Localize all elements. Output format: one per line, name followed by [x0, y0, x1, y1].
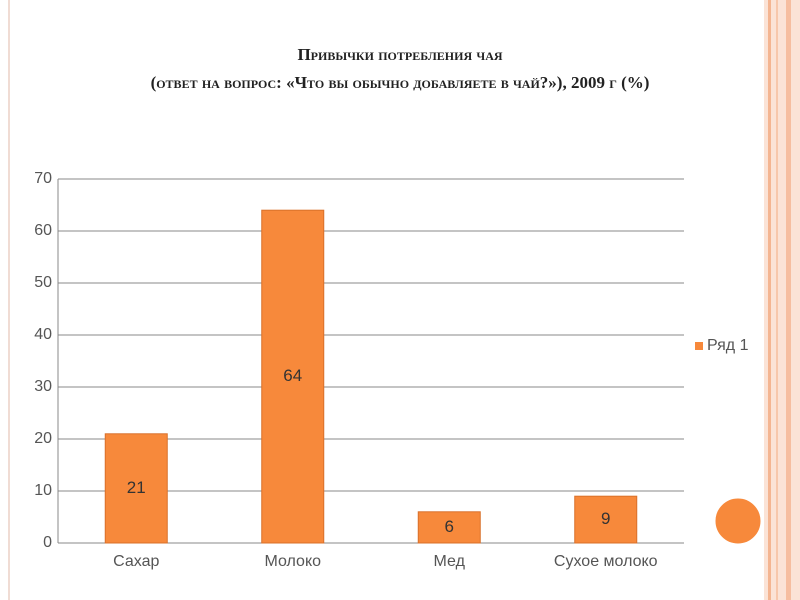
x-tick-label: Сахар	[113, 553, 159, 570]
y-tick-label: 20	[34, 430, 52, 447]
x-tick-label: Мед	[434, 553, 466, 570]
x-tick-label: Сухое молоко	[554, 553, 658, 570]
y-tick-label: 30	[34, 378, 52, 395]
legend-label: Ряд 1	[707, 337, 749, 354]
right-stripe	[768, 0, 771, 600]
bar	[417, 511, 481, 544]
chart-title: Привычки потребления чая	[297, 45, 502, 64]
data-label: 6	[445, 517, 454, 536]
y-tick-label: 10	[34, 482, 52, 499]
x-tick-label: Молоко	[264, 553, 321, 570]
chart-subtitle: (ответ на вопрос: «Что вы обычно добавля…	[151, 73, 650, 92]
legend-swatch	[695, 342, 703, 350]
bar	[104, 433, 168, 544]
bar	[261, 209, 325, 544]
y-tick-label: 50	[34, 274, 52, 291]
decor-circle	[712, 495, 764, 547]
data-label: 64	[283, 366, 302, 385]
data-label: 9	[601, 509, 610, 528]
y-tick-label: 40	[34, 326, 52, 343]
y-tick-label: 0	[43, 534, 52, 551]
y-tick-label: 70	[34, 170, 52, 187]
y-tick-label: 60	[34, 222, 52, 239]
right-stripe	[776, 0, 778, 600]
data-label: 21	[127, 478, 146, 497]
right-stripe	[786, 0, 791, 600]
bar	[574, 495, 638, 544]
